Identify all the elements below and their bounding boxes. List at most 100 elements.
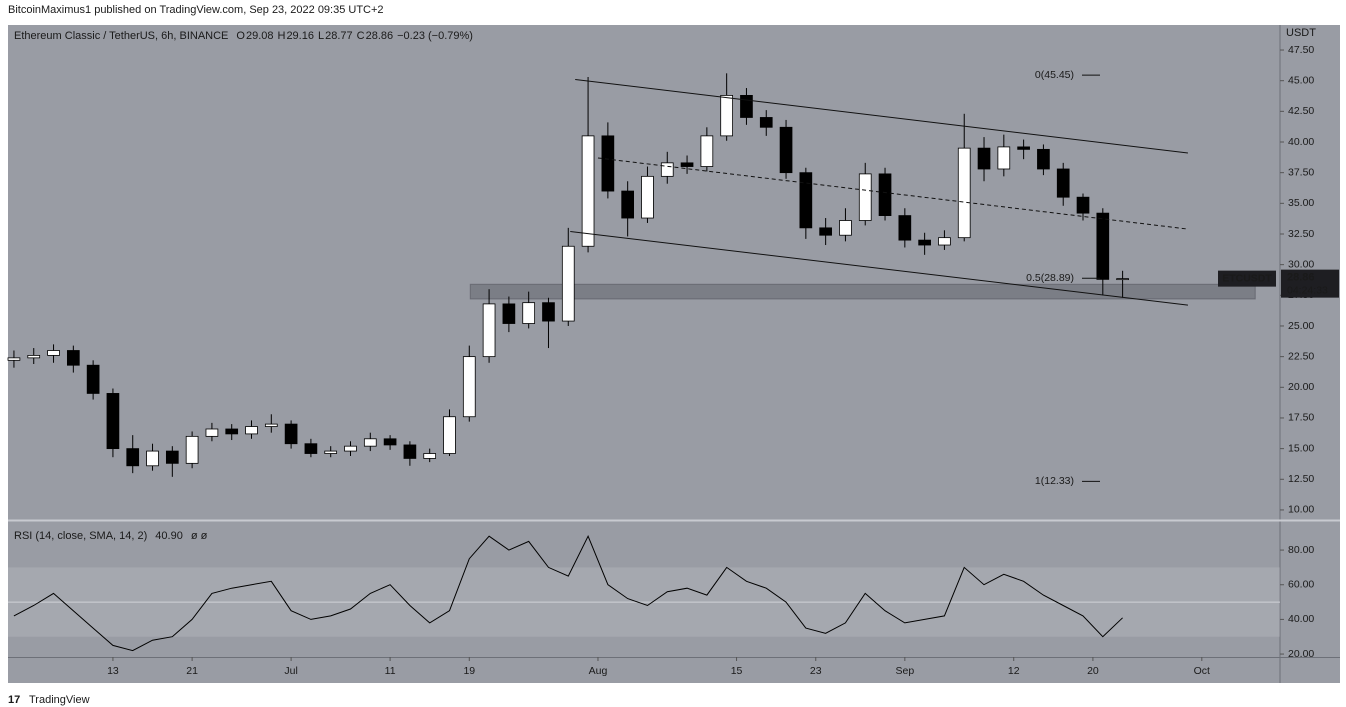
candle-body (264, 423, 278, 427)
x-tick-label: 23 (810, 665, 822, 677)
candle-body (561, 245, 575, 322)
x-tick-label: Sep (895, 665, 914, 677)
y-tick-label: 40.00 (1288, 136, 1314, 148)
candle-body (641, 175, 654, 219)
x-tick-label: 11 (385, 665, 396, 677)
candle-body (878, 173, 892, 216)
x-tick-label: 20 (1087, 665, 1099, 677)
ohlc-key: O (236, 30, 245, 42)
countdown: 04:24:33 (1287, 284, 1328, 296)
x-tick-label: 19 (463, 665, 475, 677)
candle-body (759, 117, 773, 128)
candle-body (165, 450, 179, 464)
brand-logo: 17 (8, 694, 20, 706)
candle-body (126, 448, 140, 467)
candle-body (502, 303, 516, 324)
trendline (570, 231, 1188, 306)
candle-body (779, 126, 793, 174)
candle-body (621, 190, 635, 219)
candle-body (423, 453, 437, 459)
y-tick-label: 47.50 (1288, 44, 1314, 56)
candle-body (839, 220, 852, 236)
rsi-value: 40.90 (155, 530, 183, 542)
rsi-title: RSI (14, close, SMA, 14, 2) (14, 530, 147, 542)
candle-body (324, 450, 338, 454)
publisher: BitcoinMaximus1 published on TradingView… (8, 4, 384, 16)
y-tick-label: 22.50 (1288, 350, 1314, 362)
x-tick-label: 21 (186, 665, 198, 677)
candle-body (720, 94, 733, 137)
brand-name: TradingView (29, 694, 90, 706)
y-tick-label: 12.50 (1288, 473, 1314, 485)
candle-body (1096, 212, 1110, 280)
symbol-box (1218, 270, 1276, 287)
y-tick-label: 37.50 (1288, 166, 1314, 178)
symbol-title: Ethereum Classic / TetherUS, 6h, BINANCE (14, 30, 228, 42)
fib-label: 1(12.33) (1035, 475, 1074, 487)
y-tick-label: 20.00 (1288, 648, 1314, 660)
trendline (597, 157, 1189, 230)
candle-body (997, 146, 1011, 170)
trendline (575, 78, 1189, 154)
candle-body (898, 215, 912, 241)
candle-body (482, 303, 496, 358)
candle-body (245, 426, 258, 435)
y-tick-label: 15.00 (1288, 442, 1314, 454)
y-tick-label: 30.00 (1288, 258, 1314, 270)
candle-body (363, 438, 377, 447)
candle-body (146, 450, 159, 467)
x-tick-label: Oct (1194, 665, 1210, 677)
candle-body (225, 428, 239, 435)
candle-body (1116, 278, 1129, 281)
candle-body (601, 135, 615, 192)
last-price: 28.86 (1287, 272, 1315, 284)
candle-body (304, 443, 318, 454)
candle-body (660, 162, 674, 177)
candle-body (383, 438, 397, 446)
ohlc-key: C (357, 30, 365, 42)
rsi-line (13, 534, 1123, 652)
candle-body (522, 302, 536, 324)
y-tick-label: 10.00 (1288, 504, 1314, 516)
candle-body (858, 173, 872, 221)
symbol-label: ETCUSDT (1222, 272, 1272, 284)
chart-background (8, 25, 1340, 683)
candle-body (344, 445, 357, 452)
candle-body (1037, 148, 1050, 170)
brand: 17 TradingView (8, 694, 90, 706)
fib-label: 0.5(28.89) (1026, 272, 1074, 284)
ohlc-key: H (277, 30, 285, 42)
y-tick-label: 25.00 (1288, 320, 1314, 332)
y-unit: USDT (1286, 27, 1316, 39)
candle-body (581, 135, 595, 247)
y-tick-label: 17.50 (1288, 412, 1314, 424)
candle-body (977, 147, 991, 170)
y-tick-label: 45.00 (1288, 74, 1314, 86)
candle-body (205, 428, 219, 437)
y-tick-label: 40.00 (1288, 613, 1314, 625)
x-tick-label: 15 (731, 665, 743, 677)
y-tick-label: 42.50 (1288, 105, 1314, 117)
candle-body (86, 364, 100, 394)
price-change: −0.23 (−0.79%) (397, 30, 473, 42)
y-tick-label: 20.00 (1288, 381, 1314, 393)
candle-body (938, 237, 951, 246)
candle-body (443, 416, 456, 454)
price-legend: Ethereum Classic / TetherUS, 6h, BINANCE (14, 30, 228, 42)
y-tick-label: 32.50 (1288, 228, 1314, 240)
candle-body (66, 350, 80, 366)
candle-body (1056, 168, 1070, 198)
candle-body (1076, 196, 1090, 214)
candle-body (403, 444, 417, 459)
ohlc-value: 29.08 (246, 30, 274, 42)
x-tick-label: Jul (284, 665, 297, 677)
candle-body (27, 355, 41, 359)
candle-body (1017, 146, 1030, 150)
y-tick-label: 35.00 (1288, 197, 1314, 209)
candle-body (740, 94, 753, 118)
support-zone (469, 283, 1256, 300)
candle-body (799, 172, 813, 229)
fib-label: 0(45.45) (1035, 69, 1074, 81)
y-tick-label: 80.00 (1288, 544, 1314, 556)
